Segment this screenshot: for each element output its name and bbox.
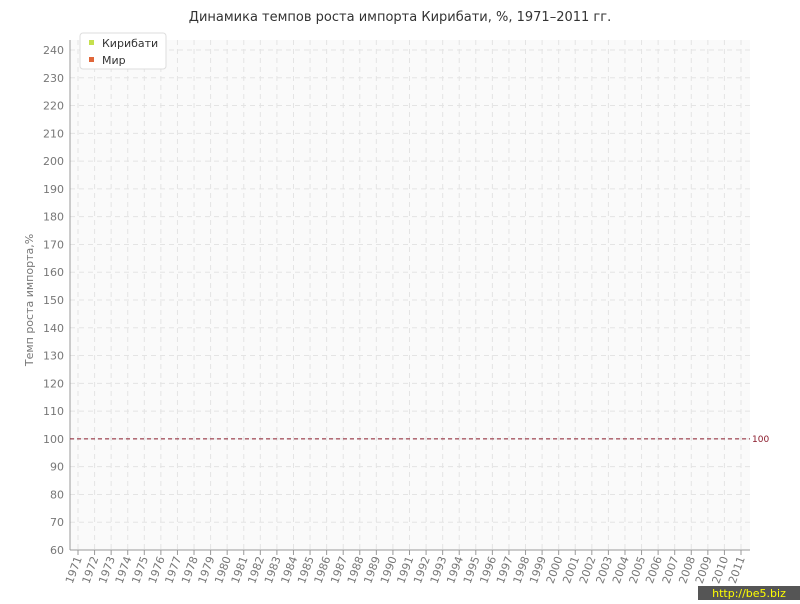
y-tick-label: 210 [43,127,64,140]
y-tick-label: 70 [50,516,64,529]
legend-box [79,32,167,70]
y-tick-label: 130 [43,350,64,363]
y-tick-label: 140 [43,322,64,335]
watermark: http://be5.biz [712,587,786,600]
y-tick-label: 100 [43,433,64,446]
y-tick-label: 60 [50,544,64,557]
legend-label: Мир [102,54,126,67]
legend-swatch [89,40,94,45]
y-tick-label: 180 [43,211,64,224]
y-tick-label: 200 [43,155,64,168]
watermark-bg [698,586,800,600]
y-tick-label: 230 [43,72,64,85]
y-tick-label: 170 [43,238,64,251]
y-tick-label: 90 [50,461,64,474]
y-tick-label: 110 [43,405,64,418]
legend-label: Кирибати [102,37,158,50]
y-tick-label: 120 [43,377,64,390]
y-tick-label: 80 [50,488,64,501]
y-tick-label: 150 [43,294,64,307]
y-axis-title: Темп роста импорта,% [23,234,36,367]
chart-title: Динамика темпов роста импорта Кирибати, … [189,10,611,25]
y-tick-label: 220 [43,100,64,113]
y-tick-label: 160 [43,266,64,279]
y-tick-label: 190 [43,183,64,196]
y-tick-label: 240 [43,44,64,57]
legend-swatch [89,57,94,62]
reference-label: 100 [752,435,769,445]
